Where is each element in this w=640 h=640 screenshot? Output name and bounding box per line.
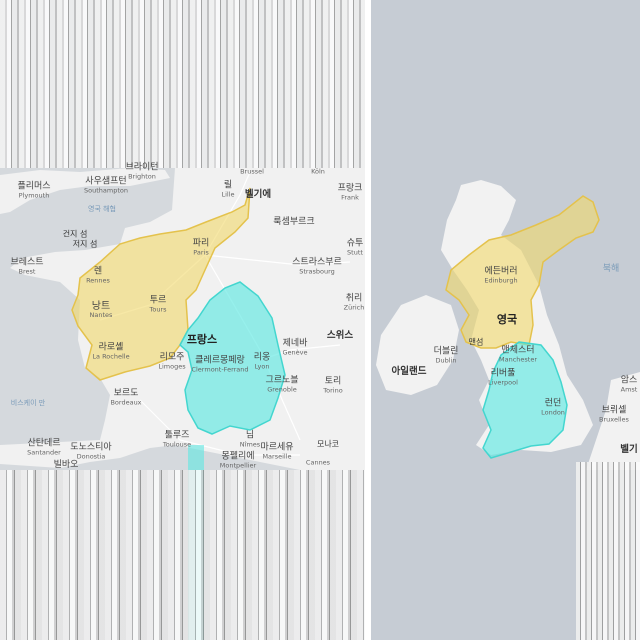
label-donostia[interactable]: 도노스티아 Donostia <box>70 442 112 461</box>
label-france[interactable]: 프랑스 <box>186 332 218 346</box>
right-map-canvas <box>376 180 640 470</box>
label-nantes[interactable]: 낭트 Nantes <box>89 300 113 319</box>
label-english-channel[interactable]: 영국 해협 <box>88 205 116 214</box>
label-cannes[interactable]: Cannes <box>305 458 331 467</box>
label-la-rochelle[interactable]: 라로셸 La Rochelle <box>92 342 130 361</box>
label-brighton[interactable]: 브라이턴 Brighton <box>125 162 159 181</box>
panel-divider <box>365 0 371 640</box>
label-manchester[interactable]: 맨체스터 Manchester <box>498 345 538 364</box>
label-edinburgh[interactable]: 에든버러 Edinburgh <box>484 266 518 285</box>
label-uk[interactable]: 영국 <box>496 312 518 326</box>
label-zurich[interactable]: 취리 Zürich <box>343 293 365 312</box>
england-land <box>0 168 170 214</box>
right-bottom-stripe-artifact <box>576 462 640 640</box>
label-lille[interactable]: 릴 Lille <box>221 180 235 199</box>
label-geneve[interactable]: 제네바 Genève <box>282 338 308 357</box>
label-bay-of-biscay[interactable]: 비스케이 만 <box>10 399 46 408</box>
label-plymouth[interactable]: 플리머스 Plymouth <box>17 181 51 200</box>
label-ireland[interactable]: 아일랜드 <box>391 365 427 377</box>
label-monaco[interactable]: 모나코 <box>316 439 340 449</box>
label-montpellier[interactable]: 몽펠리에 Montpellier <box>219 451 257 470</box>
top-stripe-artifact <box>0 0 365 168</box>
label-bordeaux[interactable]: 보르도 Bordeaux <box>110 388 142 407</box>
label-north-sea[interactable]: 북해 <box>602 264 620 275</box>
label-nimes[interactable]: 님 Nîmes <box>239 430 261 449</box>
label-clermont[interactable]: 클레르몽페랑 Clermont-Ferrand <box>191 355 249 374</box>
label-strasbourg[interactable]: 스트라스부르 Strasbourg <box>292 257 342 276</box>
label-brussels[interactable]: 브뤼셀 Bruxelles <box>599 405 629 424</box>
label-london[interactable]: 런던 London <box>541 398 565 417</box>
label-brest[interactable]: 브레스트 Brest <box>10 257 44 276</box>
label-belgium[interactable]: 벨기에 <box>244 188 272 200</box>
label-limoges[interactable]: 리모주 Limoges <box>158 352 186 371</box>
label-southampton[interactable]: 사우샘프턴 Southampton <box>84 176 128 195</box>
label-amsterdam[interactable]: 암스 Amst <box>620 375 638 394</box>
label-torino[interactable]: 토리 Torino <box>323 376 343 395</box>
north-korea-overlay-uk <box>445 195 600 349</box>
label-santander[interactable]: 산탄데르 Santander <box>27 438 61 457</box>
label-liverpool[interactable]: 리버풀 Liverpool <box>488 368 518 387</box>
south-korea-overlay-uk <box>482 341 568 459</box>
label-belgium-right[interactable]: 벨기 <box>620 443 638 455</box>
left-map-panel[interactable]: Brussel 벨기에 Köln 프랑크 Frank 룩셈부르크 플리머스 Plym… <box>0 0 365 640</box>
label-paris[interactable]: 파리 Paris <box>192 238 210 257</box>
label-luxembourg[interactable]: 룩셈부르크 <box>273 217 315 228</box>
south-korea-overlay <box>179 281 286 435</box>
label-toulouse[interactable]: 툴루즈 Toulouse <box>162 430 192 449</box>
label-koln[interactable]: Köln <box>311 167 325 176</box>
label-bilbao[interactable]: 빌바오 <box>53 460 79 471</box>
bottom-stripe-artifact <box>0 470 365 640</box>
label-marseille[interactable]: 마르세유 Marseille <box>260 442 294 461</box>
label-guernsey[interactable]: 건지 섬 <box>62 229 88 239</box>
label-stuttgart[interactable]: 슈투 Stutt <box>346 238 364 257</box>
label-switzerland[interactable]: 스위스 <box>326 329 354 341</box>
label-rennes[interactable]: 렌 Rennes <box>86 266 110 285</box>
label-isle-of-man[interactable]: 맨섬 <box>468 337 484 347</box>
north-korea-overlay <box>71 187 251 381</box>
continent-land <box>586 372 640 470</box>
ireland-land <box>376 295 459 395</box>
label-dublin[interactable]: 더블린 Dublin <box>433 346 459 365</box>
label-frankfurt[interactable]: 프랑크 Frank <box>337 183 363 202</box>
label-tours[interactable]: 투르 Tours <box>149 295 167 314</box>
label-brussel[interactable]: Brussel <box>240 167 264 176</box>
right-map-panel[interactable]: 북해 에든버러 Edinburgh 영국 아일랜드 더블린 Dublin 맨섬 맨체… <box>371 0 640 640</box>
label-lyon[interactable]: 리옹 Lyon <box>253 352 271 371</box>
label-jersey[interactable]: 저지 섬 <box>72 239 98 249</box>
label-grenoble[interactable]: 그르노블 Grenoble <box>265 375 299 394</box>
